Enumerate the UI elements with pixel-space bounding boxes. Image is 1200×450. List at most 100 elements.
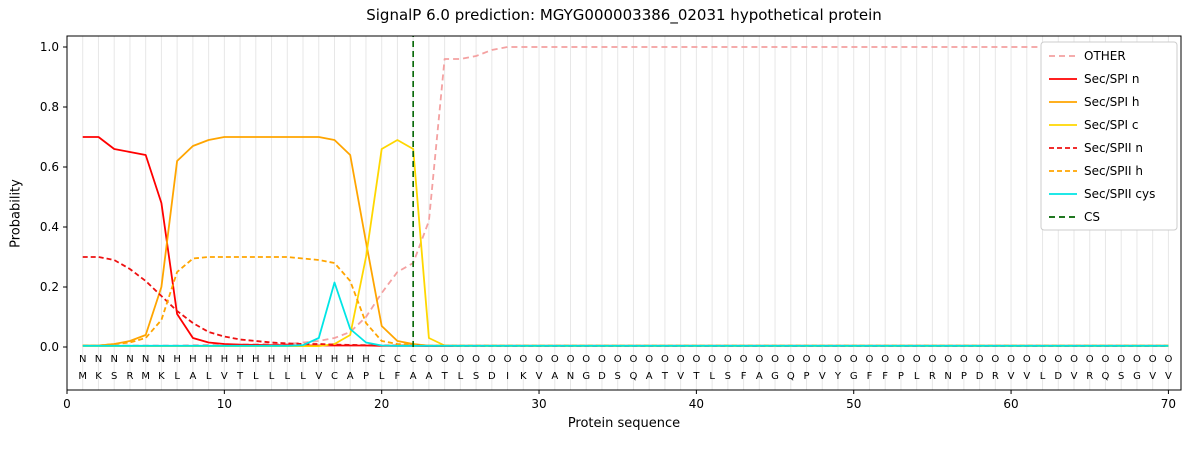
region-label-letter: H — [236, 354, 244, 365]
region-label-letter: O — [818, 354, 826, 365]
region-label-letter: O — [928, 354, 936, 365]
residue-letter: K — [95, 371, 102, 382]
series-other — [82, 46, 1169, 347]
region-label-letter: O — [1149, 354, 1157, 365]
region-label-letter: N — [126, 354, 133, 365]
series-sec-spii-cys — [82, 281, 1169, 347]
residue-letter: L — [300, 371, 306, 382]
residue-letter: L — [206, 371, 212, 382]
series-sec-spi-c — [82, 139, 1169, 348]
region-label-letter: O — [724, 354, 732, 365]
region-label-letter: H — [268, 354, 276, 365]
y-tick-label: 0.8 — [40, 100, 59, 114]
legend-label: Sec/SPII cys — [1084, 187, 1155, 201]
residue-letter: D — [1054, 371, 1062, 382]
residue-letter: I — [506, 371, 509, 382]
residue-letter: L — [1040, 371, 1046, 382]
legend-box — [1040, 41, 1178, 231]
region-label-letter: O — [1117, 354, 1125, 365]
region-label-letter: O — [488, 354, 496, 365]
region-label-letter: O — [456, 354, 464, 365]
residue-letter: P — [898, 371, 904, 382]
legend-label: Sec/SPII n — [1084, 141, 1143, 155]
x-tick-label: 40 — [689, 397, 704, 411]
region-label-letter: O — [1133, 354, 1141, 365]
residue-letter: T — [692, 371, 700, 382]
residue-letter: L — [253, 371, 259, 382]
region-label-letter: H — [189, 354, 197, 365]
residue-letter: K — [520, 371, 527, 382]
region-label-letter: O — [1039, 354, 1047, 365]
region-label-letter: O — [803, 354, 811, 365]
region-label-letter: O — [1054, 354, 1062, 365]
region-label-letter: H — [173, 354, 181, 365]
x-tick-label: 70 — [1161, 397, 1176, 411]
y-tick-label: 0.0 — [40, 340, 59, 354]
region-label-letter: H — [221, 354, 229, 365]
region-label-letter: O — [991, 354, 999, 365]
legend-label: Sec/SPI n — [1084, 72, 1139, 86]
residue-letter: S — [615, 371, 621, 382]
region-label-letter: O — [1023, 354, 1031, 365]
region-label-letter: O — [582, 354, 590, 365]
region-label-letter: H — [315, 354, 323, 365]
region-label-letter: O — [567, 354, 575, 365]
residue-letter: A — [410, 371, 417, 382]
series-sec-spi-n — [82, 136, 1169, 348]
residue-letter: V — [677, 371, 684, 382]
residue-letter: L — [269, 371, 275, 382]
residue-letter: S — [1118, 371, 1124, 382]
region-label-letter: O — [425, 354, 433, 365]
region-label-letter: O — [1102, 354, 1110, 365]
legend-label: Sec/SPI c — [1084, 118, 1138, 132]
x-axis-label: Protein sequence — [567, 416, 681, 431]
residue-letter: N — [567, 371, 574, 382]
region-label-letter: O — [708, 354, 716, 365]
region-label-letter: H — [252, 354, 260, 365]
region-label-letter: O — [787, 354, 795, 365]
region-label-letter: O — [630, 354, 638, 365]
residue-letter: K — [158, 371, 165, 382]
legend-label: Sec/SPI h — [1084, 95, 1139, 109]
residue-letter: A — [189, 371, 196, 382]
region-label-letter: N — [110, 354, 117, 365]
residue-letter: V — [221, 371, 228, 382]
residue-letter: P — [363, 371, 369, 382]
region-label-letter: O — [441, 354, 449, 365]
region-label-letter: O — [944, 354, 952, 365]
residue-letter: V — [1071, 371, 1078, 382]
region-label-letter: O — [850, 354, 858, 365]
residue-letter: D — [598, 371, 606, 382]
region-label-letter: C — [378, 354, 385, 365]
y-tick-label: 0.2 — [40, 280, 59, 294]
region-label-letter: C — [394, 354, 401, 365]
residue-letter: V — [1165, 371, 1172, 382]
residue-letter: V — [819, 371, 826, 382]
residue-letter: L — [914, 371, 920, 382]
region-label-letter: O — [976, 354, 984, 365]
region-label-letter: O — [771, 354, 779, 365]
residue-letter: M — [141, 371, 150, 382]
residue-letter: L — [458, 371, 464, 382]
residue-letter: T — [661, 371, 669, 382]
series-sec-spii-n — [82, 256, 1169, 347]
residue-letter: F — [867, 371, 873, 382]
y-tick-label: 0.6 — [40, 160, 59, 174]
residue-letter: C — [331, 371, 338, 382]
region-label-letter: N — [142, 354, 149, 365]
region-label-letter: H — [284, 354, 292, 365]
residue-letter: Q — [630, 371, 638, 382]
residue-letter: R — [929, 371, 936, 382]
region-label-letter: O — [913, 354, 921, 365]
residue-letter: V — [315, 371, 322, 382]
residue-letter: L — [709, 371, 715, 382]
residue-letter: T — [236, 371, 244, 382]
region-label-letter: O — [551, 354, 559, 365]
region-label-letter: H — [205, 354, 213, 365]
residue-letter: P — [961, 371, 967, 382]
x-tick-label: 10 — [217, 397, 232, 411]
region-label-letter: O — [1070, 354, 1078, 365]
residue-letter: S — [725, 371, 731, 382]
region-label-letter: O — [535, 354, 543, 365]
